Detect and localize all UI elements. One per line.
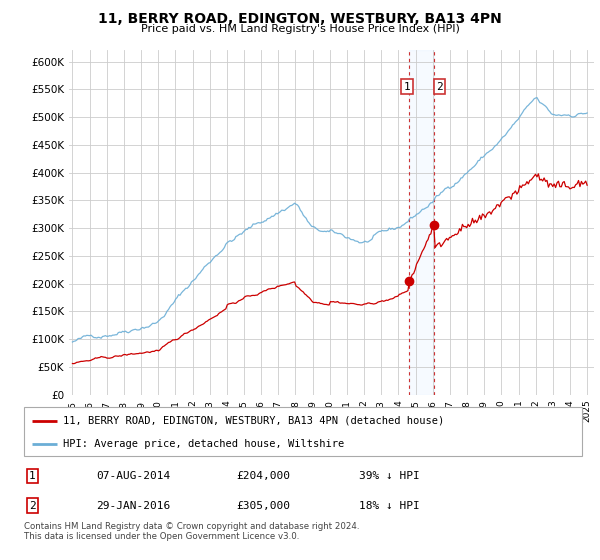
Text: Price paid vs. HM Land Registry's House Price Index (HPI): Price paid vs. HM Land Registry's House … (140, 24, 460, 34)
Text: 07-AUG-2014: 07-AUG-2014 (97, 471, 171, 481)
Text: 2: 2 (29, 501, 36, 511)
Text: 39% ↓ HPI: 39% ↓ HPI (359, 471, 419, 481)
Text: 1: 1 (404, 82, 410, 91)
Bar (409, 50, 434, 395)
Text: 2: 2 (436, 82, 443, 91)
Text: 18% ↓ HPI: 18% ↓ HPI (359, 501, 419, 511)
Text: 11, BERRY ROAD, EDINGTON, WESTBURY, BA13 4PN (detached house): 11, BERRY ROAD, EDINGTON, WESTBURY, BA13… (63, 416, 445, 426)
FancyBboxPatch shape (24, 407, 582, 456)
Text: HPI: Average price, detached house, Wiltshire: HPI: Average price, detached house, Wilt… (63, 439, 344, 449)
Text: 29-JAN-2016: 29-JAN-2016 (97, 501, 171, 511)
Text: £305,000: £305,000 (236, 501, 290, 511)
Text: 11, BERRY ROAD, EDINGTON, WESTBURY, BA13 4PN: 11, BERRY ROAD, EDINGTON, WESTBURY, BA13… (98, 12, 502, 26)
Text: Contains HM Land Registry data © Crown copyright and database right 2024.
This d: Contains HM Land Registry data © Crown c… (24, 522, 359, 542)
Text: £204,000: £204,000 (236, 471, 290, 481)
Text: 1: 1 (29, 471, 36, 481)
